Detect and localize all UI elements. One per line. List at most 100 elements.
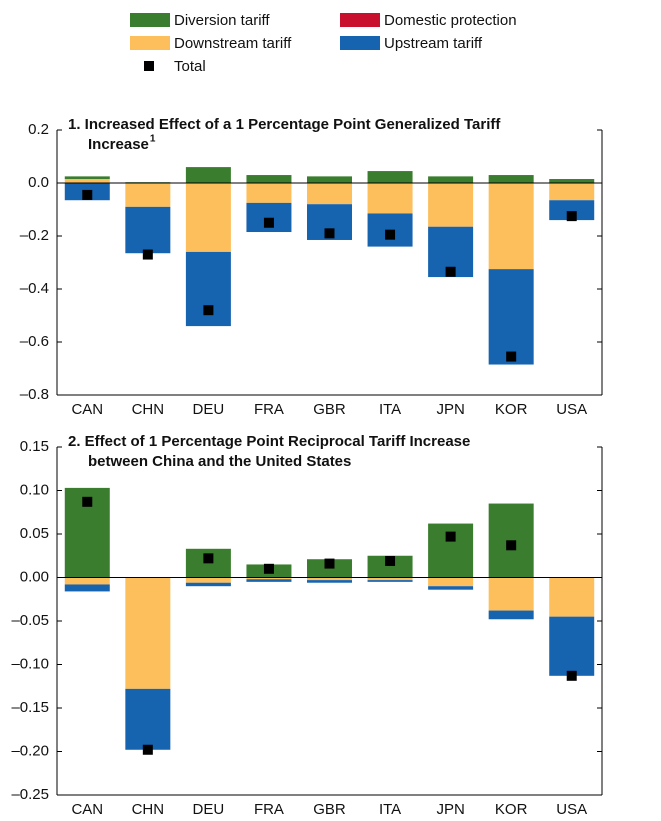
legend-label: Total	[174, 58, 206, 75]
total-marker	[506, 540, 517, 551]
y-tick-label: –0.2	[20, 227, 49, 244]
total-marker	[82, 189, 93, 200]
y-tick-label: 0.0	[28, 174, 49, 191]
total-marker	[566, 211, 577, 222]
bar-segment	[64, 176, 110, 180]
y-tick-label: –0.20	[11, 742, 49, 759]
y-tick-label: –0.10	[11, 655, 49, 672]
y-tick-label: –0.25	[11, 786, 49, 803]
total-marker	[203, 553, 214, 564]
bar-segment	[246, 175, 292, 183]
x-tick-label: ITA	[379, 801, 401, 818]
bar-segment	[428, 183, 474, 227]
y-tick-label: 0.10	[20, 481, 49, 498]
bar-segment	[428, 586, 474, 590]
title-footnote: 1	[150, 134, 156, 145]
bar-segment	[367, 577, 413, 581]
bar-segment	[367, 580, 413, 582]
x-tick-label: CAN	[71, 801, 103, 818]
bar-segment	[549, 183, 595, 201]
y-tick-label: –0.05	[11, 612, 49, 629]
x-tick-label: JPN	[436, 801, 464, 818]
bar-segment	[125, 688, 171, 750]
chart-title: Increase	[88, 136, 149, 153]
total-marker	[82, 496, 93, 507]
total-marker	[263, 217, 274, 228]
chart-title: between China and the United States	[88, 453, 351, 470]
bar-segment	[64, 584, 110, 592]
x-tick-label: ITA	[379, 401, 401, 418]
bar-segment	[488, 577, 534, 611]
bar-segment	[246, 577, 292, 580]
total-marker	[263, 563, 274, 574]
total-marker	[142, 744, 153, 755]
x-tick-label: GBR	[313, 401, 346, 418]
bar-segment	[185, 183, 231, 252]
bar-segment	[367, 555, 413, 578]
total-marker	[142, 249, 153, 260]
bar-segment	[307, 176, 352, 183]
x-tick-label: KOR	[495, 801, 528, 818]
bar-segment	[307, 577, 352, 581]
legend-marker	[144, 61, 154, 71]
bar-segment	[185, 167, 231, 183]
bar-segment	[307, 183, 352, 205]
total-marker	[445, 531, 456, 542]
chart-title: 1. Increased Effect of a 1 Percentage Po…	[68, 116, 501, 133]
x-tick-label: USA	[556, 401, 587, 418]
bar-segment	[549, 200, 595, 221]
bar-segment	[185, 577, 231, 583]
bar-segment	[64, 577, 110, 585]
x-tick-label: CHN	[132, 801, 165, 818]
bar-segment	[185, 582, 231, 587]
x-tick-label: FRA	[254, 801, 284, 818]
y-tick-label: –0.6	[20, 333, 49, 350]
legend-swatch	[130, 13, 170, 27]
x-tick-label: DEU	[193, 801, 225, 818]
bar-segment	[488, 610, 534, 620]
y-tick-label: 0.15	[20, 438, 49, 455]
y-tick-label: 0.2	[28, 121, 49, 138]
bar-segment	[549, 577, 595, 617]
legend-label: Downstream tariff	[174, 35, 292, 52]
x-tick-label: GBR	[313, 801, 346, 818]
y-tick-label: –0.8	[20, 386, 49, 403]
bar-segment	[64, 179, 110, 183]
bar-segment	[125, 183, 171, 207]
total-marker	[445, 266, 456, 277]
x-tick-label: FRA	[254, 401, 284, 418]
y-tick-label: –0.15	[11, 699, 49, 716]
bar-segment	[428, 577, 474, 587]
chart-title: 2. Effect of 1 Percentage Point Reciproc…	[68, 433, 470, 450]
bar-segment	[488, 175, 534, 183]
legend-label: Upstream tariff	[384, 35, 483, 52]
bar-segment	[549, 616, 595, 676]
bar-segment	[367, 183, 413, 214]
total-marker	[324, 228, 335, 239]
bar-segment	[307, 580, 352, 583]
bar-segment	[488, 183, 534, 270]
legend-swatch	[130, 36, 170, 50]
legend-swatch	[340, 36, 380, 50]
bar-segment	[246, 579, 292, 582]
bar-segment	[549, 179, 595, 183]
x-tick-label: KOR	[495, 401, 528, 418]
total-marker	[566, 670, 577, 681]
legend-label: Domestic protection	[384, 12, 517, 29]
bar-segment	[367, 171, 413, 183]
x-tick-label: CAN	[71, 401, 103, 418]
bar-segment	[488, 269, 534, 365]
bar-segment	[125, 577, 171, 689]
x-tick-label: DEU	[193, 401, 225, 418]
y-tick-label: 0.05	[20, 525, 49, 542]
y-tick-label: –0.4	[20, 280, 49, 297]
x-tick-label: USA	[556, 801, 587, 818]
total-marker	[203, 305, 214, 316]
total-marker	[385, 555, 396, 566]
bar-segment	[125, 206, 171, 254]
x-tick-label: JPN	[436, 401, 464, 418]
bar-segment	[428, 176, 474, 183]
total-marker	[506, 351, 517, 362]
